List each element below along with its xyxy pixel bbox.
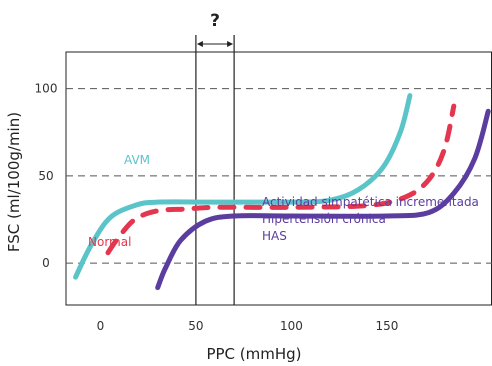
x-tick-label: 150 xyxy=(375,319,398,333)
marker-arrow-head-right xyxy=(227,41,234,47)
series-avm-line xyxy=(73,93,413,280)
series-label-line: Actividad simpatética incrementada xyxy=(262,195,479,209)
y-tick-label: 0 xyxy=(42,256,50,270)
series-normal-line xyxy=(105,103,457,256)
x-tick-label: 0 xyxy=(97,319,105,333)
y-tick-label: 100 xyxy=(35,82,58,96)
series-label-normal: Normal xyxy=(88,235,131,249)
series-label-sympathetic: Actividad simpatética incrementada Hipert… xyxy=(262,195,479,243)
y-tick-label: 50 xyxy=(38,169,53,183)
series-label-line: HAS xyxy=(262,229,287,243)
x-axis-title: PPC (mmHg) xyxy=(206,345,301,363)
series-label-avm: AVM xyxy=(124,153,150,167)
series-label-line: Hipertensión crónica xyxy=(262,212,386,226)
y-axis-title: FSC (ml/100g/min) xyxy=(5,112,23,252)
x-tick-label: 100 xyxy=(280,319,303,333)
series-sympathetic-line xyxy=(155,108,491,291)
x-tick-label: 50 xyxy=(188,319,203,333)
marker-label: ? xyxy=(210,11,220,31)
marker-arrow-head-left xyxy=(196,41,203,47)
